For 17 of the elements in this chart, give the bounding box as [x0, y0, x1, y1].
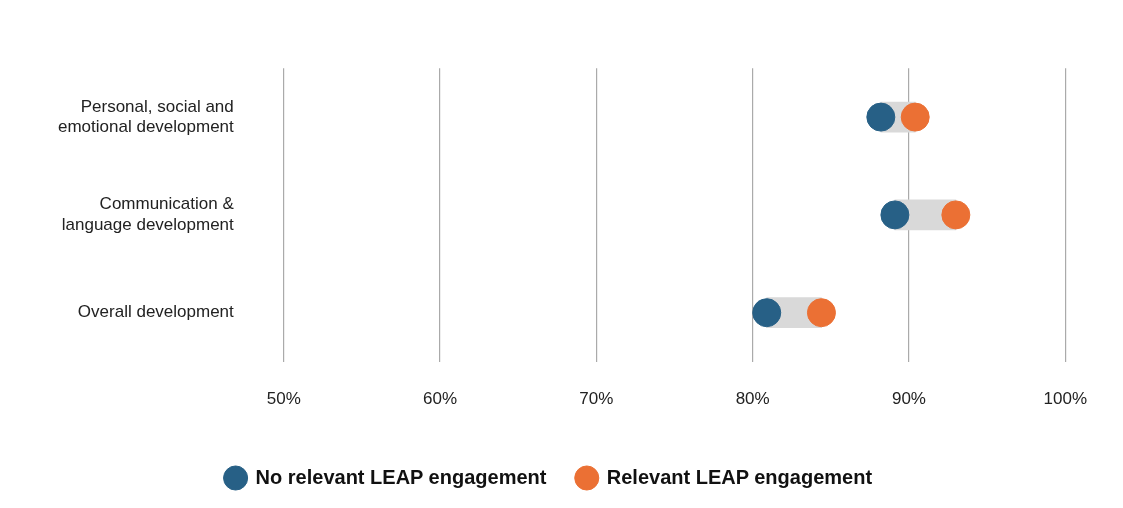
- legend-label: Relevant LEAP engagement: [606, 465, 873, 488]
- x-tick-label: 70%: [579, 389, 614, 409]
- x-tick-label: 80%: [735, 389, 770, 409]
- point: [752, 298, 782, 328]
- point: [941, 200, 971, 230]
- point: [866, 102, 896, 132]
- point: [900, 102, 930, 132]
- x-tick-label: 50%: [266, 389, 301, 409]
- legend-label: No relevant LEAP engagement: [255, 465, 547, 488]
- x-tick-label: 100%: [1043, 389, 1087, 409]
- point: [806, 298, 836, 328]
- point: [880, 200, 910, 230]
- y-tick-label: Overall development: [77, 302, 235, 322]
- x-tick-label: 60%: [423, 389, 458, 409]
- y-tick-label: Personal, social and emotional development: [58, 96, 235, 136]
- x-tick-label: 90%: [891, 389, 926, 409]
- y-tick-label: Communication & language development: [61, 194, 235, 234]
